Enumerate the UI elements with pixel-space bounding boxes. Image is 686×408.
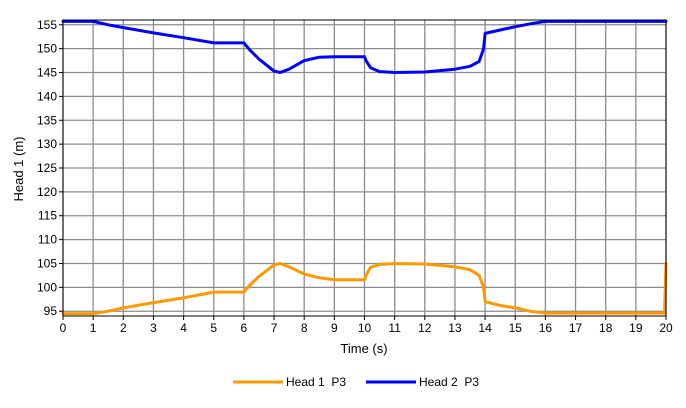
y-tick-label: 150: [37, 42, 57, 56]
x-tick-label: 14: [478, 321, 492, 335]
y-tick-label: 110: [38, 233, 57, 247]
x-tick-label: 13: [448, 321, 462, 335]
y-tick-label: 125: [37, 161, 57, 175]
x-tick-label: 6: [241, 321, 248, 335]
x-tick-label: 7: [271, 321, 278, 335]
x-tick-label: 18: [599, 321, 613, 335]
x-tick-label: 15: [509, 321, 523, 335]
x-tick-label: 4: [180, 321, 187, 335]
x-tick-label: 1: [90, 321, 97, 335]
y-tick-label: 130: [37, 137, 57, 151]
y-tick-label: 105: [37, 256, 57, 270]
x-tick-label: 11: [388, 321, 401, 335]
y-tick-label: 115: [38, 209, 57, 223]
x-tick-label: 2: [120, 321, 127, 335]
x-tick-label: 16: [539, 321, 553, 335]
y-axis-label: Head 1 (m): [11, 136, 26, 201]
y-tick-label: 95: [44, 304, 58, 318]
x-tick-label: 19: [629, 321, 643, 335]
x-tick-label: 17: [569, 321, 583, 335]
y-tick-label: 135: [37, 113, 57, 127]
x-axis-ticks: 0 1 2 3 4 5 6 7 8 9 10 11 12 13 14 15 16 17 18 19 20: [60, 316, 673, 335]
y-tick-label: 140: [37, 89, 57, 103]
legend-label-1: Head 1 P3: [286, 375, 346, 389]
x-tick-label: 3: [150, 321, 157, 335]
x-axis-label: Time (s): [340, 341, 387, 356]
x-tick-label: 8: [301, 321, 308, 335]
x-tick-label: 0: [60, 321, 67, 335]
x-tick-label: 10: [358, 321, 372, 335]
x-tick-label: 9: [331, 321, 338, 335]
x-tick-label: 20: [659, 321, 673, 335]
legend: Head 1 P3 Head 2 P3: [233, 375, 479, 389]
y-tick-label: 100: [37, 280, 57, 294]
x-tick-label: 5: [210, 321, 217, 335]
series-line-1: [61, 262, 668, 316]
grid-lines: [62, 20, 667, 316]
x-tick-label: 12: [418, 321, 432, 335]
series-layer: [61, 19, 668, 316]
y-tick-label: 155: [37, 18, 57, 32]
y-tick-label: 120: [37, 185, 57, 199]
y-tick-label: 145: [37, 66, 57, 80]
legend-label-2: Head 2 P3: [419, 375, 479, 389]
series-line-2: [61, 19, 668, 74]
y-axis-ticks: 95 100 105 110 115 120 125 130 135 140 145 150 155: [37, 18, 63, 318]
